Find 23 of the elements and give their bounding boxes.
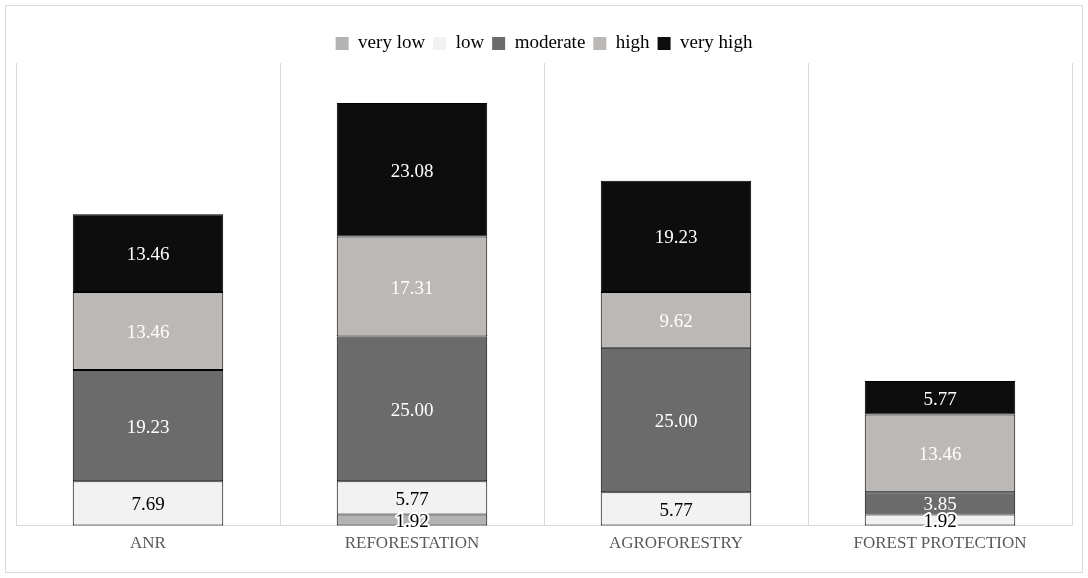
data-label: 5.77 bbox=[659, 498, 693, 520]
x-tick-label: ANR bbox=[130, 533, 167, 553]
data-label: 13.46 bbox=[126, 321, 170, 342]
x-tick-label: AGROFORESTRY bbox=[608, 533, 744, 553]
data-label: 17.31 bbox=[390, 276, 434, 298]
data-label: 19.23 bbox=[126, 415, 170, 437]
legend-label: very high bbox=[680, 31, 753, 53]
data-label: 23.08 bbox=[390, 159, 434, 181]
x-tick-label: FOREST PROTECTION bbox=[853, 533, 1027, 553]
data-label: 25.00 bbox=[654, 409, 698, 431]
data-label: 19.23 bbox=[654, 226, 698, 248]
legend-label: moderate bbox=[514, 31, 586, 53]
x-tick-label: REFORESTATION bbox=[344, 533, 480, 553]
data-label: 5.77 bbox=[923, 387, 957, 409]
data-label: 5.77 bbox=[395, 487, 429, 509]
data-label: 13.46 bbox=[918, 443, 962, 465]
data-label: 9.62 bbox=[659, 309, 693, 331]
data-label: 7.69 bbox=[131, 493, 165, 515]
data-label: 13.46 bbox=[126, 243, 170, 265]
legend-label: low bbox=[455, 31, 485, 53]
legend-label: high bbox=[615, 31, 651, 53]
legend-label: very low bbox=[358, 31, 426, 53]
data-label: 25.00 bbox=[390, 398, 434, 420]
